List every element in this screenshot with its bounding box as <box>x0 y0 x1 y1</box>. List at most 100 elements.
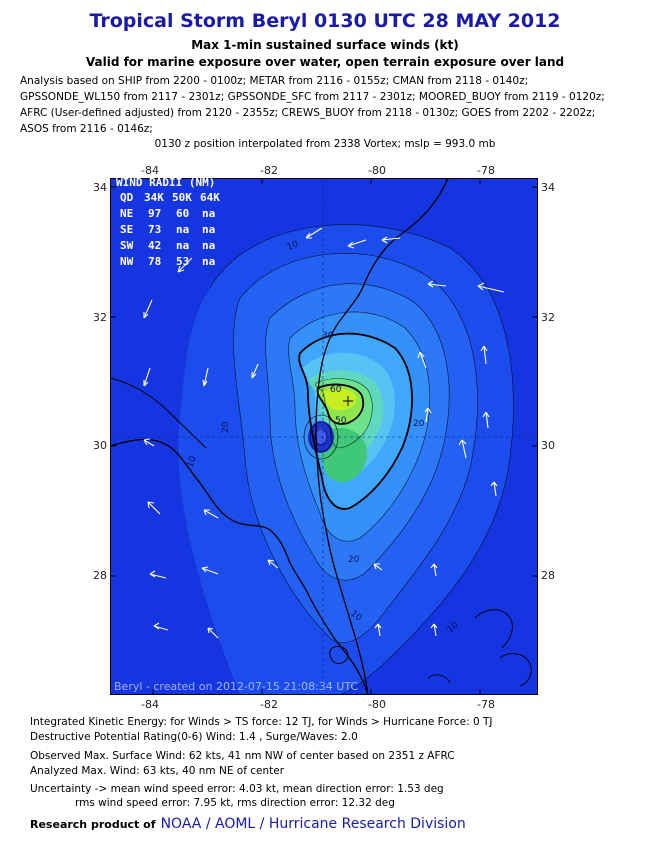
wind-radii-cell: 53 <box>176 255 189 268</box>
wind-radii-header: 34K <box>144 191 164 204</box>
wind-radii-cell: na <box>202 239 215 252</box>
lon-tick-top: -84 <box>141 164 159 177</box>
lat-tick-left: 30 <box>93 439 107 452</box>
contour-line <box>315 378 373 449</box>
wind-radii-cell: SE <box>120 223 133 236</box>
wind-radii-header: 50K <box>172 191 192 204</box>
contour-line <box>209 224 514 695</box>
wind-radii-cell: na <box>202 255 215 268</box>
wind-arrow <box>143 438 155 447</box>
wind-arrow <box>143 367 151 387</box>
coastline-inland <box>110 377 207 449</box>
wind-arrow <box>458 439 467 459</box>
wind-arrow <box>267 559 279 569</box>
wind-radii-cell: 73 <box>148 223 161 236</box>
subtitle-winds: Max 1-min sustained surface winds (kt) <box>191 38 459 52</box>
contour-label: 20 <box>413 419 425 429</box>
wind-arrow <box>153 622 169 631</box>
bahamas-islands <box>427 609 532 687</box>
research-lead: Research product of <box>30 818 156 831</box>
frame-ticks <box>110 178 538 695</box>
uncertainty-mean: Uncertainty -> mean wind speed error: 4.… <box>30 783 444 795</box>
wind-arrow <box>203 509 219 519</box>
wind-arrow <box>207 627 219 639</box>
wind-arrow <box>143 299 153 319</box>
wind-arrow <box>430 563 438 577</box>
contour-label: 10 <box>185 455 198 469</box>
lon-tick-bottom: -82 <box>260 698 278 711</box>
contour-line <box>233 253 478 644</box>
position-note: 0130 z position interpolated from 2338 V… <box>154 138 496 150</box>
wind-arrow <box>251 363 259 379</box>
map-title: Tropical Storm Beryl 0130 UTC 28 MAY 201… <box>89 10 561 32</box>
analyzed-max-wind: Analyzed Max. Wind: 63 kts, 40 nm NE of … <box>30 765 285 777</box>
analysis-line: ASOS from 2116 - 0146z; <box>20 123 153 135</box>
wind-arrow <box>347 239 367 249</box>
lat-tick-left: 28 <box>93 569 107 582</box>
wind-radii-cell: NW <box>120 255 134 268</box>
analysis-line: Analysis based on SHIP from 2200 - 0100z… <box>20 75 529 87</box>
wind-arrow <box>373 563 383 571</box>
lon-tick-bottom: -84 <box>141 698 159 711</box>
wind-arrow <box>201 566 219 575</box>
wind-arrow <box>305 227 323 239</box>
wind-radii-cell: 42 <box>148 239 161 252</box>
wind-radii-cell: na <box>176 223 189 236</box>
wind-radii-cell: na <box>176 239 189 252</box>
contour-label: 60 <box>330 385 342 395</box>
max-wind-marker <box>343 396 353 406</box>
lat-tick-right: 32 <box>541 311 555 324</box>
contour-label: 30 <box>322 331 334 341</box>
wind-arrow <box>177 257 193 273</box>
wind-radii-header: 64K <box>200 191 220 204</box>
contour-label: 10 <box>286 239 300 252</box>
contour-label: 20 <box>221 421 231 433</box>
wind-radii-cell: 78 <box>148 255 161 268</box>
subtitle-exposure: Valid for marine exposure over water, op… <box>85 55 565 69</box>
wind-field-map: 10 10 10 10 20 20 20 30 50 60 <box>110 178 538 695</box>
lat-tick-right: 30 <box>541 439 555 452</box>
analysis-line: GPSSONDE_WL150 from 2117 - 2301z; GPSSON… <box>20 91 605 103</box>
lon-tick-top: -78 <box>477 164 495 177</box>
analysis-sources: Analysis based on SHIP from 2200 - 0100z… <box>20 73 640 137</box>
storm-center-eye <box>315 428 327 444</box>
wind-arrow <box>477 282 505 293</box>
wind-arrow <box>490 481 498 497</box>
wind-arrow <box>417 351 427 369</box>
dpr-text: Destructive Potential Rating(0-6) Wind: … <box>30 731 358 743</box>
wind-arrow <box>480 345 488 365</box>
coastline-atlantic <box>315 178 449 695</box>
wind-radii-title: WIND RADII (NM) <box>116 178 215 189</box>
wind-arrow <box>482 411 490 429</box>
lon-tick-top: -80 <box>368 164 386 177</box>
analysis-line: AFRC (User-defined adjusted) from 2120 -… <box>20 107 596 119</box>
wind-arrow <box>427 280 447 288</box>
observed-max-wind: Observed Max. Surface Wind: 62 kts, 41 n… <box>30 750 455 762</box>
lake-okeechobee <box>329 645 349 664</box>
lon-tick-top: -82 <box>260 164 278 177</box>
wind-arrow <box>381 236 401 244</box>
wind-radii-cell: SW <box>120 239 134 252</box>
wind-radii-legend: WIND RADII (NM) QD 34K 50K 64K NE 97 60 … <box>116 178 220 268</box>
coastline-southeast-us <box>110 438 369 695</box>
wind-radii-cell: 60 <box>176 207 189 220</box>
map-frame <box>110 178 538 695</box>
wind-arrow <box>202 367 209 387</box>
lon-tick-bottom: -78 <box>477 698 495 711</box>
lat-tick-left: 34 <box>93 181 107 194</box>
lat-tick-right: 28 <box>541 569 555 582</box>
lat-tick-left: 32 <box>93 311 107 324</box>
wind-radii-cell: na <box>202 223 215 236</box>
wind-radii-cell: NE <box>120 207 133 220</box>
wind-radii-header: QD <box>120 191 134 204</box>
research-org-link[interactable]: NOAA / AOML / Hurricane Research Divisio… <box>160 816 466 832</box>
contour-50kt-heavy <box>316 383 365 425</box>
wind-arrow <box>374 623 382 637</box>
wind-arrow <box>424 407 432 423</box>
lat-tick-right: 34 <box>541 181 555 194</box>
credit-line: Beryl - created on 2012-07-15 21:08:34 U… <box>114 680 358 693</box>
contour-line <box>265 283 450 581</box>
research-credit: Research product of NOAA / AOML / Hurric… <box>30 813 466 832</box>
wind-radii-cell: 97 <box>148 207 161 220</box>
wind-radii-cell: na <box>202 207 215 220</box>
